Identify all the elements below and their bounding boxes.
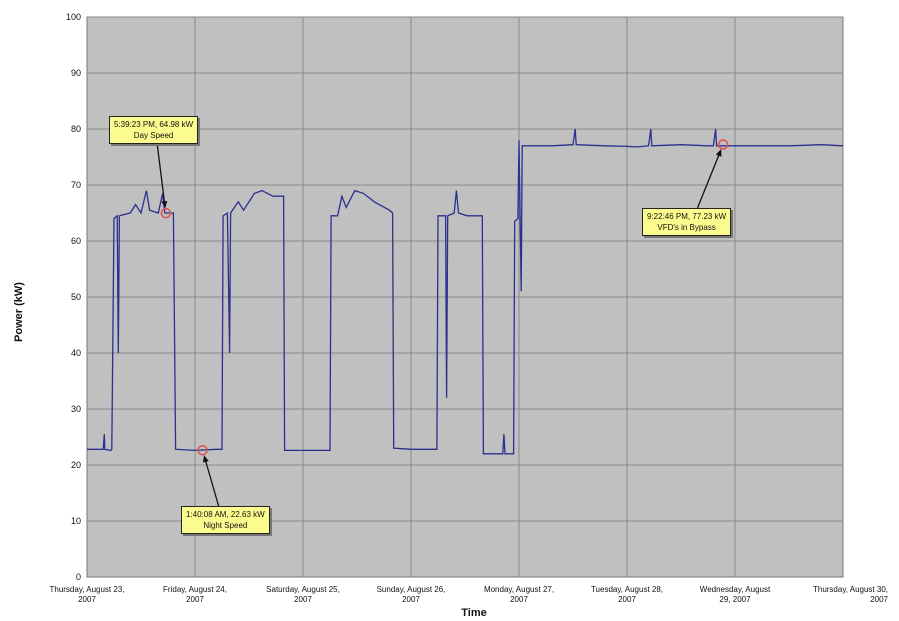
gridlines xyxy=(87,16,843,577)
annotation-text: 9:22:46 PM, 77.23 kW xyxy=(647,212,727,221)
x-tick-label: 2007 xyxy=(78,595,96,604)
x-tick-label: Tuesday, August 28, xyxy=(591,585,663,594)
x-tick-label: Sunday, August 26, xyxy=(377,585,446,594)
y-tick-label: 30 xyxy=(71,404,81,414)
annotation-marker xyxy=(160,207,172,219)
y-tick-label: 0 xyxy=(76,572,81,582)
annotation-marker xyxy=(197,445,208,456)
annotation-box: 1:40:08 AM, 22.63 kW Night Speed xyxy=(181,506,270,534)
y-axis-label: Power (kW) xyxy=(13,282,25,342)
annotation-text: 1:40:08 AM, 22.63 kW xyxy=(186,510,265,519)
annotation-arrows xyxy=(156,139,729,507)
x-tick-label: Wednesday, August xyxy=(700,585,771,594)
annotation-text: Day Speed xyxy=(133,131,174,140)
y-tick-label: 20 xyxy=(71,460,81,470)
x-tick-label: 2007 xyxy=(186,595,204,604)
annotation-text: Night Speed xyxy=(203,521,248,530)
y-tick-labels: 0 10 20 30 40 50 60 70 80 90 100 xyxy=(66,12,81,582)
x-tick-label: Thursday, August 30, xyxy=(813,585,888,594)
y-tick-label: 40 xyxy=(71,348,81,358)
x-tick-label: 2007 xyxy=(870,595,888,604)
x-tick-label: Monday, August 27, xyxy=(484,585,554,594)
y-tick-label: 80 xyxy=(71,124,81,134)
x-tick-label: 2007 xyxy=(294,595,312,604)
annotation-arrow xyxy=(156,143,166,207)
annotation-box: 5:39:23 PM, 64.98 kW Day Speed xyxy=(109,116,199,144)
annotation-arrow xyxy=(203,456,220,507)
x-tick-label: 2007 xyxy=(510,595,528,604)
y-tick-label: 90 xyxy=(71,68,81,78)
arrowhead xyxy=(202,455,209,463)
x-tick-label: 2007 xyxy=(402,595,420,604)
series-line xyxy=(87,128,844,455)
y-tick-label: 50 xyxy=(71,292,81,302)
y-tick-label: 10 xyxy=(71,516,81,526)
x-tick-label: 2007 xyxy=(618,595,636,604)
y-tick-label: 100 xyxy=(66,12,81,22)
annotation-text: VFD's in Bypass xyxy=(657,223,716,232)
arrowhead xyxy=(715,149,722,157)
annotation-text: 5:39:23 PM, 64.98 kW xyxy=(114,120,194,129)
x-tick-label: Saturday, August 25, xyxy=(266,585,340,594)
annotation-box: 9:22:46 PM, 77.23 kW VFD's in Bypass xyxy=(642,208,732,236)
x-tick-label: Friday, August 24, xyxy=(163,585,227,594)
annotation-arrow xyxy=(696,150,722,209)
y-tick-label: 70 xyxy=(71,180,81,190)
arrowhead xyxy=(161,200,168,209)
x-tick-label: Thursday, August 23, xyxy=(49,585,124,594)
y-tick-label: 60 xyxy=(71,236,81,246)
x-tick-label: 29, 2007 xyxy=(719,595,751,604)
x-axis-label: Time xyxy=(461,607,486,619)
annotation-marker xyxy=(717,139,729,150)
